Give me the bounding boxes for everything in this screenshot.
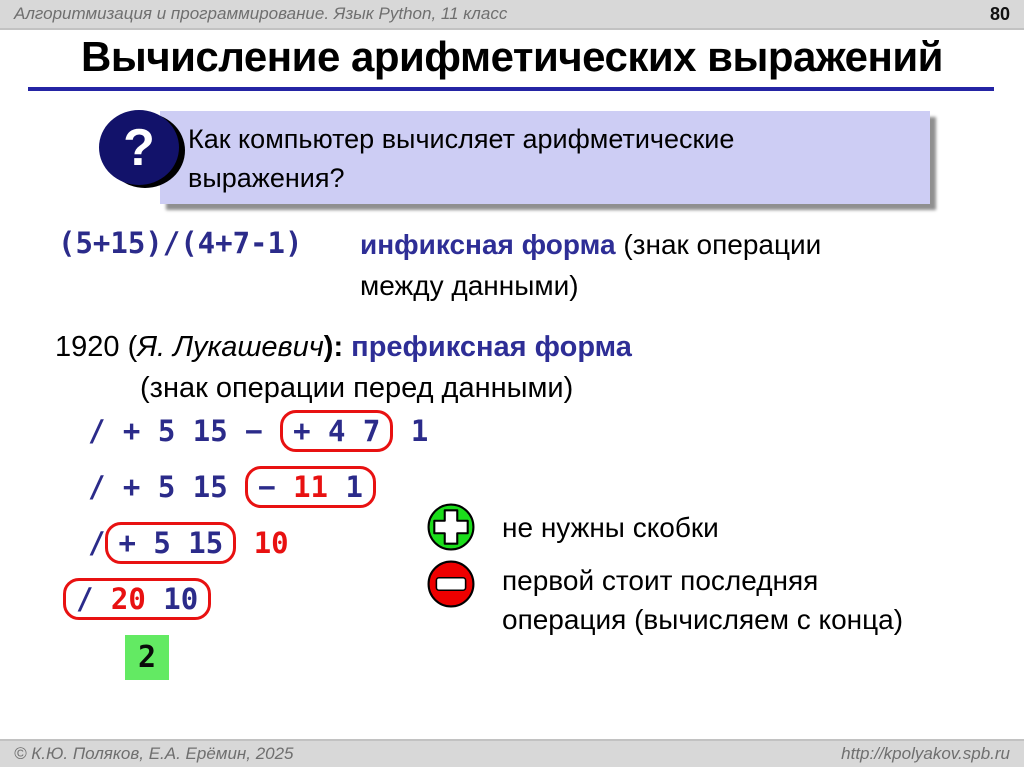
legend-row-cons: первой стоит последняя операция (вычисля… [427, 560, 987, 639]
expr-segment: 11 [293, 470, 328, 504]
page-title: Вычисление арифметических выражений [81, 33, 943, 80]
expr-segment: / + 5 15 − [88, 414, 281, 448]
prefix-term: префиксная форма [343, 331, 632, 363]
footer-copyright: © К.Ю. Поляков, Е.А. Ерёмин, 2025 [14, 744, 294, 763]
expr-segment: 20 [110, 582, 146, 616]
expr-segment: / [76, 582, 111, 616]
expr-segment: 1 [327, 470, 363, 504]
legend-cons-line-1: первой стоит последняя [502, 565, 819, 596]
prefix-expression-2: / + 5 15 − 11 1 [88, 459, 428, 515]
highlight-box: + 5 15 [105, 522, 237, 564]
prefix-author: Я. Лукашевич [137, 331, 324, 363]
infix-note: инфиксная форма (знак операции между дан… [360, 224, 821, 306]
question-mark-icon: ? [99, 110, 179, 185]
question-line-1: Как компьютер вычисляет арифметические [188, 124, 735, 154]
prefix-colon: ): [323, 331, 344, 363]
highlight-box: − 11 1 [245, 466, 376, 508]
course-title: Алгоритмизация и программирование. Язык … [14, 4, 508, 23]
expr-segment: + 4 7 [293, 414, 381, 448]
header-bar: Алгоритмизация и программирование. Язык … [0, 0, 1024, 30]
result-value: 2 [125, 635, 170, 680]
question-panel: Как компьютер вычисляет арифметические в… [160, 111, 930, 204]
infix-note-text-1: (знак операции [615, 229, 822, 260]
infix-note-line-2: между данными) [360, 270, 579, 301]
prefix-expression-1: / + 5 15 − + 4 7 1 [88, 403, 428, 459]
prefix-year: 1920 ( [55, 331, 138, 363]
footer-bar: © К.Ю. Поляков, Е.А. Ерёмин, 2025 http:/… [0, 739, 1024, 767]
question-mark-glyph: ? [123, 118, 155, 177]
expr-segment: + 5 15 [118, 526, 224, 560]
footer-url: http://kpolyakov.spb.ru [841, 744, 1010, 763]
prefix-note: (знак операции перед данными) [140, 372, 574, 404]
expr-segment: / [88, 526, 106, 560]
legend-cons-line-2: операция (вычисляем с конца) [502, 604, 904, 635]
infix-note-line-1: инфиксная форма (знак операции [360, 224, 821, 265]
result-wrapper: 2 [88, 627, 170, 680]
legend: не нужны скобки первой стоит последняя о… [427, 503, 987, 648]
expr-segment: / + 5 15 [88, 470, 246, 504]
prefix-intro: 1920 (Я. Лукашевич): префиксная форма (з… [55, 327, 632, 409]
expr-segment: 10 [253, 526, 289, 560]
prefix-expression-4: / 20 10 [63, 571, 428, 627]
infix-term: инфиксная форма [360, 229, 616, 260]
title-underline [28, 87, 994, 91]
legend-pros-text: не нужны скобки [502, 512, 719, 543]
infix-expression: (5+15)/(4+7-1) [58, 226, 303, 260]
expr-segment: − [258, 470, 294, 504]
page-number: 80 [989, 3, 1010, 24]
legend-row-pros: не нужны скобки [427, 503, 987, 551]
expr-segment: 1 [393, 414, 429, 448]
question-line-2: выражения? [188, 163, 345, 193]
prefix-intro-line-1: 1920 (Я. Лукашевич): префиксная форма [55, 327, 632, 368]
expr-segment: 10 [145, 582, 199, 616]
prefix-expression-3: / + 5 15 10 [88, 515, 428, 571]
prefix-lines: / + 5 15 − + 4 7 1/ + 5 15 − 11 1/+ 5 15… [63, 403, 428, 627]
legend-cons-text: первой стоит последняя операция (вычисля… [502, 560, 903, 639]
minus-icon [427, 560, 475, 608]
highlight-box: / 20 10 [63, 578, 212, 620]
expr-segment [236, 526, 253, 560]
plus-icon [427, 503, 475, 551]
highlight-box: + 4 7 [280, 410, 394, 452]
